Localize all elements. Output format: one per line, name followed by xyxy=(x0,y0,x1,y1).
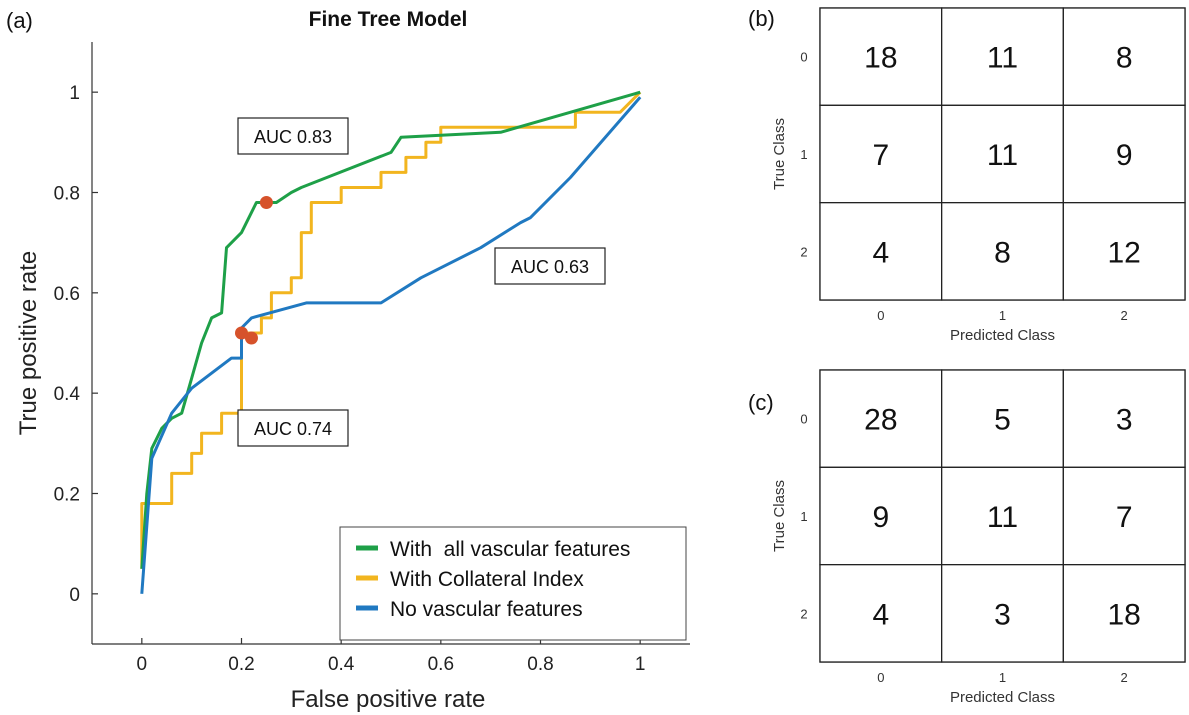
auc-annotation-0: AUC 0.83 xyxy=(237,117,349,155)
roc-operating-points xyxy=(235,196,273,345)
matrix-cell-value: 4 xyxy=(872,598,889,631)
col-tick-label: 2 xyxy=(1121,308,1128,323)
matrix-cell xyxy=(1062,466,1186,566)
matrix-cell xyxy=(941,564,1064,663)
roc-chart: Fine Tree Model 0 0.2 0.4 0.6 0.8 1 0 0.2 0.4 0.6… xyxy=(15,8,690,713)
y-axis-label: True positive rate xyxy=(15,251,42,436)
matrix-cell xyxy=(941,466,1064,566)
col-tick-label: 1 xyxy=(999,308,1006,323)
x-tick-label: 0.4 xyxy=(328,654,355,675)
matrix-cell-value: 8 xyxy=(994,236,1011,269)
matrix-cell xyxy=(819,104,943,204)
col-tick-label: 0 xyxy=(877,670,884,685)
matrix-cell-value: 11 xyxy=(987,501,1018,534)
matrix-cell-value: 7 xyxy=(872,139,889,172)
matrix-cell xyxy=(819,202,943,301)
matrix-cell-value: 18 xyxy=(864,42,897,75)
auc-annotation-2: AUC 0.74 xyxy=(237,409,349,447)
matrix-cell-value: 5 xyxy=(994,404,1011,437)
matrix-cell xyxy=(941,202,1064,301)
matrix-cell-value: 3 xyxy=(994,598,1011,631)
matrix-cell xyxy=(819,564,943,663)
matrix-cell xyxy=(1062,369,1186,468)
x-axis-label: False positive rate xyxy=(291,686,486,713)
y-tick-label: 0.8 xyxy=(54,184,80,205)
matrix-cell-value: 7 xyxy=(1116,501,1133,534)
roc-axes: 0 0.2 0.4 0.6 0.8 1 0 0.2 0.4 0.6 0.8 1 xyxy=(54,42,690,675)
matrix-y-label: True Class xyxy=(771,480,788,552)
matrix-cell-value: 12 xyxy=(1107,236,1140,269)
matrix-y-label: True Class xyxy=(771,118,788,190)
operating-point-2 xyxy=(235,326,248,340)
auc-annotation-1: AUC 0.63 xyxy=(494,247,606,285)
x-tick-label: 0.6 xyxy=(428,654,454,675)
matrix-cell-value: 18 xyxy=(1107,598,1140,631)
series-line-0 xyxy=(140,90,641,569)
auc-annotation-box xyxy=(237,409,349,447)
legend-label-2: No vascular features xyxy=(390,598,583,621)
x-tick-label: 0 xyxy=(137,654,148,675)
y-tick-label: 0.4 xyxy=(54,384,81,405)
matrix-cell-value: 3 xyxy=(1116,404,1133,437)
auc-annotation-text: AUC 0.63 xyxy=(511,257,589,277)
matrix-cell-value: 9 xyxy=(872,501,889,534)
matrix-cell xyxy=(941,369,1064,468)
legend-label-1: With Collateral Index xyxy=(390,568,584,591)
y-tick-label: 0.6 xyxy=(54,284,80,305)
auc-annotation-box xyxy=(494,247,606,285)
auc-annotation-text: AUC 0.83 xyxy=(254,127,332,147)
row-tick-label: 0 xyxy=(800,412,807,427)
matrix-cell xyxy=(1062,564,1186,663)
col-tick-label: 1 xyxy=(999,670,1006,685)
matrix-cell-value: 4 xyxy=(872,236,889,269)
matrix-cell xyxy=(1062,7,1186,106)
legend-label-0: With all vascular features xyxy=(390,538,630,561)
matrix-cell xyxy=(819,369,943,468)
matrix-cell-value: 11 xyxy=(987,139,1018,172)
row-tick-label: 2 xyxy=(800,606,807,621)
x-tick-label: 1 xyxy=(635,654,646,675)
row-tick-label: 1 xyxy=(800,147,807,162)
matrix-cell-value: 9 xyxy=(1116,139,1133,172)
row-tick-label: 2 xyxy=(800,244,807,259)
operating-point-0 xyxy=(259,196,273,210)
y-tick-label: 0 xyxy=(69,585,80,606)
row-tick-label: 0 xyxy=(800,50,807,65)
x-tick-label: 0.2 xyxy=(228,654,254,675)
row-tick-label: 1 xyxy=(800,509,807,524)
series-line-1 xyxy=(140,91,642,569)
y-tick-label: 0.2 xyxy=(54,485,80,506)
legend: With all vascular features With Collatera… xyxy=(339,526,687,641)
series-line-2 xyxy=(140,96,642,594)
legend-box xyxy=(339,526,687,641)
auc-annotation-box xyxy=(237,117,349,155)
col-tick-label: 2 xyxy=(1121,670,1128,685)
matrix-cell-value: 28 xyxy=(864,404,897,437)
panel-label-b: (b) xyxy=(748,6,775,31)
matrix-cell-value: 8 xyxy=(1116,42,1133,75)
matrix-cell xyxy=(1062,202,1186,301)
roc-series-group xyxy=(140,90,642,594)
col-tick-label: 0 xyxy=(877,308,884,323)
matrix-cell-value: 11 xyxy=(987,42,1018,75)
matrix-cell xyxy=(941,7,1064,106)
matrix-x-label: Predicted Class xyxy=(950,689,1055,706)
matrix-x-label: Predicted Class xyxy=(950,327,1055,344)
matrix-cell xyxy=(1062,104,1186,204)
panel-label-c: (c) xyxy=(748,390,774,415)
roc-annotations: AUC 0.83 AUC 0.63 AUC 0.74 xyxy=(237,117,606,447)
matrix-cell xyxy=(819,466,943,566)
operating-point-1 xyxy=(244,331,258,345)
panel-label-a: (a) xyxy=(6,8,33,33)
x-tick-label: 0.8 xyxy=(527,654,553,675)
auc-annotation-text: AUC 0.74 xyxy=(254,419,332,439)
y-tick-label: 1 xyxy=(69,83,80,104)
chart-title: Fine Tree Model xyxy=(309,8,468,31)
